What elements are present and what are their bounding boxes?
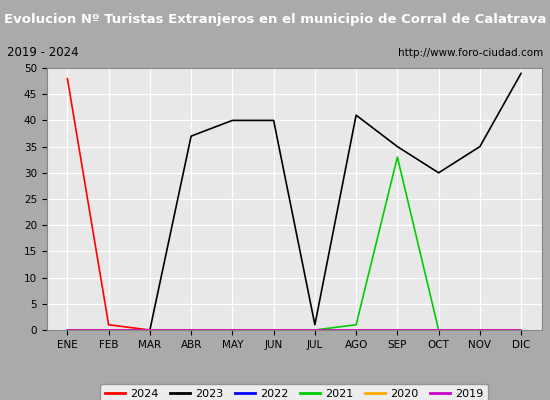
Text: Evolucion Nº Turistas Extranjeros en el municipio de Corral de Calatrava: Evolucion Nº Turistas Extranjeros en el … xyxy=(4,12,546,26)
Legend: 2024, 2023, 2022, 2021, 2020, 2019: 2024, 2023, 2022, 2021, 2020, 2019 xyxy=(101,384,488,400)
Text: 2019 - 2024: 2019 - 2024 xyxy=(7,46,78,60)
Text: http://www.foro-ciudad.com: http://www.foro-ciudad.com xyxy=(398,48,543,58)
